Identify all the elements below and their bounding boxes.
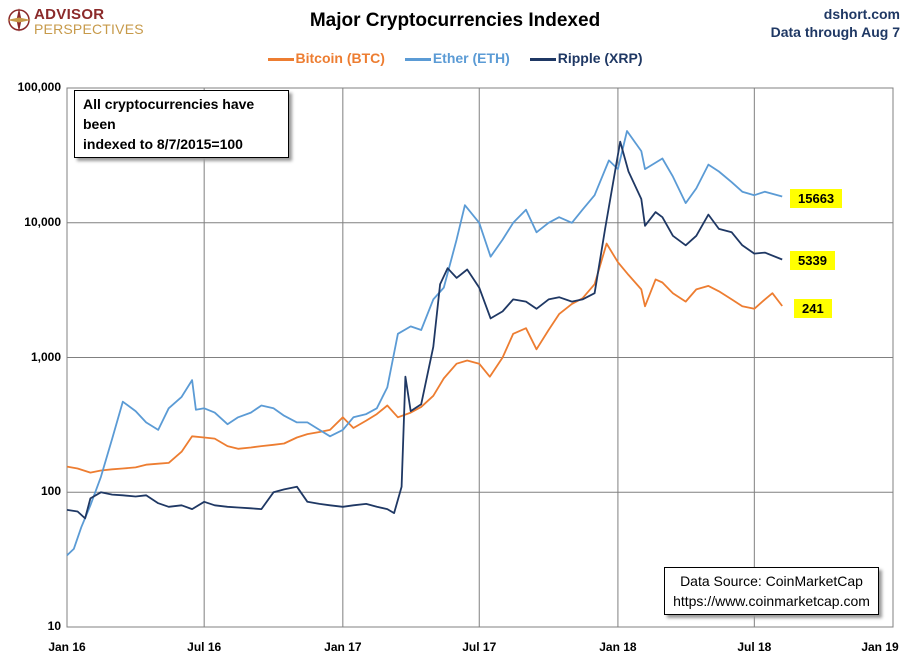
advisor-perspectives-logo: ADVISOR PERSPECTIVES bbox=[6, 4, 146, 40]
y-tick-label: 100,000 bbox=[17, 80, 61, 94]
index-note-line1: All cryptocurrencies have been bbox=[83, 96, 255, 132]
source-site: dshort.com bbox=[823, 6, 900, 22]
chart-title: Major Cryptocurrencies Indexed bbox=[309, 10, 601, 31]
eth-line bbox=[66, 130, 783, 557]
compass-rose-icon bbox=[7, 8, 31, 32]
x-tick-label: Jul 16 bbox=[187, 640, 222, 654]
legend-label-eth: Ether (ETH) bbox=[432, 50, 510, 66]
end-label-xrp: 5339 bbox=[790, 251, 835, 270]
data-source-url: https://www.coinmarketcap.com bbox=[673, 593, 870, 609]
index-note: All cryptocurrencies have been indexed t… bbox=[74, 90, 289, 158]
y-tick-label: 1,000 bbox=[30, 349, 61, 364]
index-note-line2: indexed to 8/7/2015=100 bbox=[83, 136, 243, 152]
x-tick-label: Jan 16 bbox=[48, 640, 86, 654]
x-tick-label: Jan 17 bbox=[324, 640, 362, 654]
legend-item-eth: Ether (ETH) bbox=[404, 50, 510, 66]
x-tick-label: Jul 18 bbox=[737, 640, 772, 654]
legend-item-xrp: Ripple (XRP) bbox=[529, 50, 643, 66]
series-lines bbox=[66, 130, 783, 557]
y-tick-label: 10,000 bbox=[24, 214, 61, 229]
legend-label-xrp: Ripple (XRP) bbox=[557, 50, 643, 66]
y-tick-label: 10 bbox=[47, 619, 61, 633]
x-tick-label: Jan 18 bbox=[599, 640, 637, 654]
x-tick-label: Jul 17 bbox=[462, 640, 497, 654]
data-source-line1: Data Source: CoinMarketCap bbox=[680, 573, 863, 589]
legend-swatch-eth bbox=[404, 57, 431, 61]
logo-text-top: ADVISOR bbox=[34, 6, 105, 23]
legend-swatch-xrp bbox=[529, 57, 556, 61]
chart-legend: Bitcoin (BTC) Ether (ETH) Ripple (XRP) bbox=[0, 50, 910, 66]
gridlines bbox=[66, 87, 894, 628]
logo-text-bottom: PERSPECTIVES bbox=[34, 21, 144, 37]
end-label-eth: 15663 bbox=[790, 189, 843, 208]
btc-line bbox=[66, 242, 783, 474]
xrp-line bbox=[66, 140, 783, 520]
data-source-box: Data Source: CoinMarketCap https://www.c… bbox=[664, 567, 879, 615]
legend-swatch-btc bbox=[267, 57, 294, 61]
x-tick-label: Jan 19 bbox=[861, 640, 899, 654]
legend-label-btc: Bitcoin (BTC) bbox=[295, 50, 385, 66]
legend-item-btc: Bitcoin (BTC) bbox=[267, 50, 385, 66]
y-tick-label: 100 bbox=[40, 484, 61, 499]
end-label-btc: 241 bbox=[794, 299, 832, 318]
data-through-label: Data through Aug 7 bbox=[770, 24, 900, 40]
